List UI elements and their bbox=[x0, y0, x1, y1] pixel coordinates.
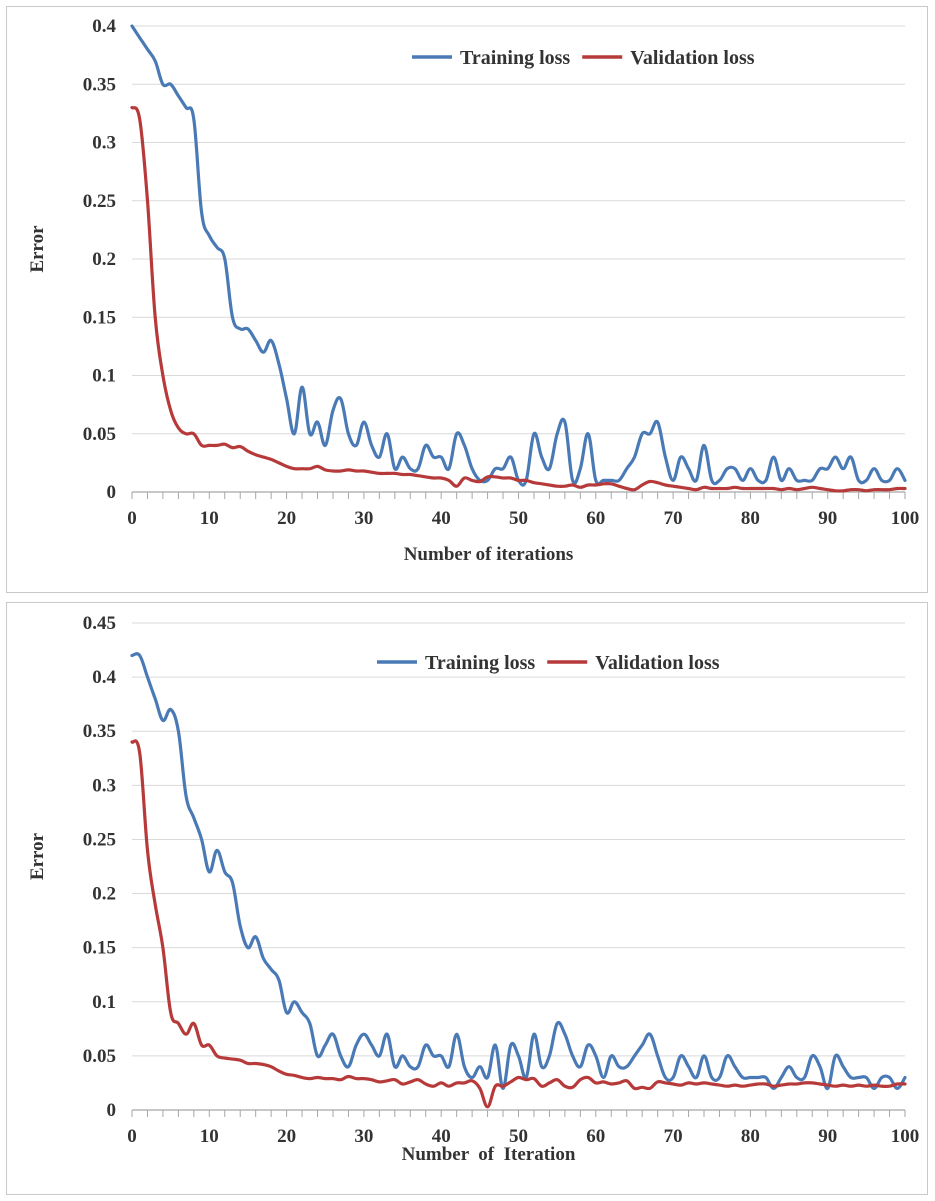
x-tick-label: 10 bbox=[200, 1126, 219, 1147]
y-tick-label: 0.1 bbox=[92, 366, 116, 387]
y-tick-label: 0.05 bbox=[83, 424, 116, 445]
gridlines bbox=[132, 622, 905, 1057]
y-tick-label: 0.4 bbox=[92, 16, 116, 37]
x-tick-label: 100 bbox=[891, 508, 920, 529]
y-axis-title: Error bbox=[27, 832, 48, 880]
y-tick-label: 0.15 bbox=[83, 938, 116, 959]
x-tick-label: 70 bbox=[664, 1126, 683, 1147]
x-tick-label: 100 bbox=[891, 1126, 920, 1147]
x-tick-label: 50 bbox=[509, 1126, 528, 1147]
y-tick-label: 0.35 bbox=[83, 74, 116, 95]
series-line-training-loss bbox=[130, 24, 907, 487]
legend: Training loss Validation loss bbox=[377, 652, 720, 674]
x-tick-label: 20 bbox=[277, 1126, 296, 1147]
series-line-training-loss bbox=[130, 652, 907, 1091]
chart-panel-training-1: 0 0.05 0.1 0.15 0.2 0.25 0.3 0.35 0.4 0 10 20 30 40 50… bbox=[6, 6, 928, 593]
y-tick-label: 0.15 bbox=[83, 307, 116, 328]
y-tick-label: 0.45 bbox=[83, 613, 116, 634]
legend-label-training-loss: Training loss bbox=[460, 47, 570, 69]
y-tick-label: 0.1 bbox=[92, 992, 116, 1013]
x-axis-title: Number of iterations bbox=[404, 544, 574, 565]
loss-chart-2: 0 0.05 0.1 0.15 0.2 0.25 0.3 0.35 0.4 0.45 0 10 20 30… bbox=[27, 613, 920, 1165]
y-tick-label: 0.4 bbox=[92, 667, 116, 688]
x-tick-label: 30 bbox=[354, 508, 373, 529]
series-line-validation-loss bbox=[130, 739, 907, 1109]
y-tick-label: 0.05 bbox=[83, 1046, 116, 1067]
x-tick-label: 70 bbox=[664, 508, 683, 529]
x-tick-label: 90 bbox=[818, 1126, 837, 1147]
y-axis-title: Error bbox=[27, 225, 48, 273]
y-tick-label: 0.2 bbox=[92, 884, 116, 905]
x-tick-label: 60 bbox=[586, 1126, 605, 1147]
y-tick-label: 0.25 bbox=[83, 829, 116, 850]
legend-label-validation-loss: Validation loss bbox=[595, 652, 720, 674]
y-tick-label: 0.3 bbox=[92, 133, 116, 154]
y-tick-label: 0.3 bbox=[92, 775, 116, 796]
y-tick-label: 0.2 bbox=[92, 249, 116, 270]
x-tick-label: 20 bbox=[277, 508, 296, 529]
y-tick-label: 0.25 bbox=[83, 191, 116, 212]
x-tick-label: 0 bbox=[127, 1126, 137, 1147]
series-line-validation-loss bbox=[130, 106, 907, 493]
x-tick-label: 40 bbox=[432, 1126, 451, 1147]
x-tick-label: 50 bbox=[509, 508, 528, 529]
x-tick-label: 90 bbox=[818, 508, 837, 529]
loss-chart-1: 0 0.05 0.1 0.15 0.2 0.25 0.3 0.35 0.4 0 10 20 30 40 50… bbox=[27, 16, 920, 565]
legend-label-validation-loss: Validation loss bbox=[630, 47, 755, 69]
x-tick-label: 30 bbox=[354, 1126, 373, 1147]
x-tick-label: 60 bbox=[586, 508, 605, 529]
legend-label-training-loss: Training loss bbox=[425, 652, 535, 674]
gridlines bbox=[132, 25, 905, 435]
legend: Training loss Validation loss bbox=[412, 47, 755, 69]
x-tick-label: 10 bbox=[200, 508, 219, 529]
chart-panel-training-2: 0 0.05 0.1 0.15 0.2 0.25 0.3 0.35 0.4 0.45 0 10 20 30… bbox=[6, 602, 928, 1195]
x-tick-label: 80 bbox=[741, 1126, 760, 1147]
x-tick-label: 0 bbox=[127, 508, 137, 529]
y-tick-label: 0 bbox=[107, 1100, 117, 1121]
x-axis-title: Number of Iteration bbox=[402, 1144, 576, 1165]
x-tick-label: 40 bbox=[432, 508, 451, 529]
y-tick-label: 0.35 bbox=[83, 721, 116, 742]
y-tick-label: 0 bbox=[107, 482, 117, 503]
x-tick-label: 80 bbox=[741, 508, 760, 529]
